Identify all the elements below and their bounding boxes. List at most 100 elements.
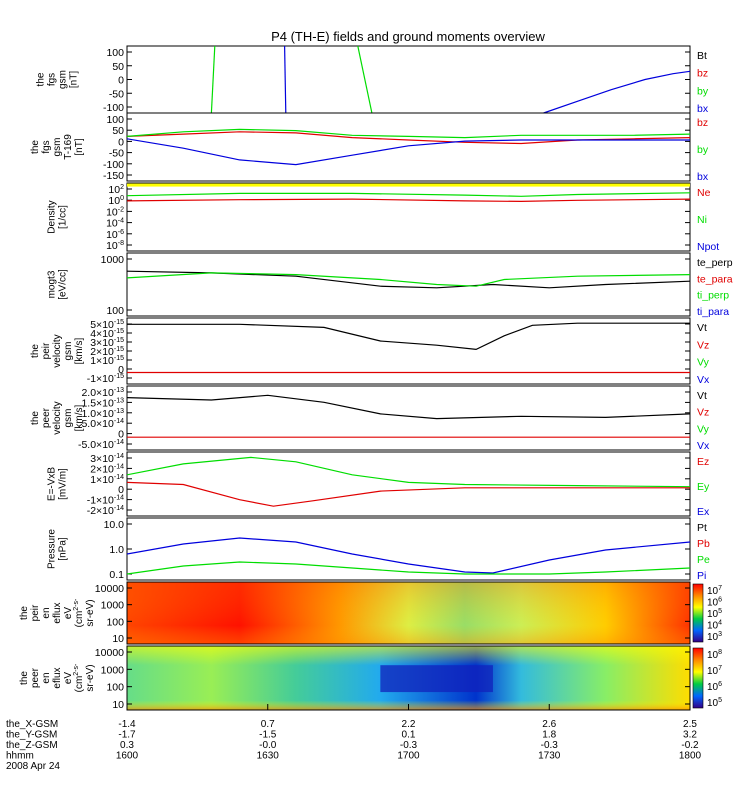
legend-bx: bx	[697, 171, 709, 183]
x-tick-label: 3.2	[683, 730, 697, 741]
y-tick-label: 50	[112, 61, 124, 73]
x-tick-label: -1.4	[118, 719, 136, 730]
y-axis-label: (cm2-s-	[73, 663, 85, 692]
series-ni-line	[126, 192, 691, 197]
y-tick-label: -1×10-14	[87, 495, 124, 507]
series-bx-line	[126, 138, 690, 166]
legend-vy: Vy	[697, 357, 710, 369]
y-tick-label: 5.0×10-14	[81, 418, 124, 430]
y-axis-label: sr-eV)	[85, 599, 96, 626]
series-by-line	[357, 45, 373, 114]
legend-vx: Vx	[697, 440, 710, 452]
legend-by: by	[697, 144, 709, 156]
legend-vx: Vx	[697, 374, 710, 386]
y-tick-label: 1000	[101, 254, 125, 266]
panel-frame	[126, 317, 691, 385]
x-tick-label: -1.5	[259, 730, 277, 741]
y-axis-label: [nT]	[74, 138, 85, 155]
y-axis-label: Density	[47, 200, 58, 233]
y-axis-label: T-169	[63, 134, 74, 160]
y-tick-label: -150	[103, 170, 124, 182]
series-ti-perp-line	[126, 272, 691, 287]
x-row-label: the_X-GSM	[6, 719, 58, 730]
legend-by: by	[697, 85, 709, 97]
legend-te-para: te_para	[697, 273, 733, 285]
series-bz-line	[126, 131, 691, 145]
x-tick-label: 0.3	[120, 740, 134, 751]
y-axis-label: the	[19, 606, 30, 620]
x-tick-label: 0.1	[402, 730, 416, 741]
y-tick-label: 10-6	[106, 229, 124, 241]
y-axis-label: eflux	[52, 602, 63, 623]
x-row-label: the_Z-GSM	[6, 740, 58, 751]
y-axis-label: eV	[63, 672, 74, 685]
y-tick-label: 0	[118, 484, 124, 496]
y-tick-label: 50	[112, 125, 124, 137]
y-axis-label: fgs	[47, 73, 58, 86]
y-tick-label: 10-2	[106, 206, 124, 218]
colorbar-scale	[692, 583, 704, 643]
series-bx-line	[284, 45, 287, 114]
y-axis-label: sr-eV)	[85, 664, 96, 691]
y-tick-label: 1.5×10-13	[81, 397, 124, 409]
chart-title: P4 (TH-E) fields and ground moments over…	[271, 29, 545, 44]
y-axis-label: E=-VxB	[47, 467, 58, 502]
y-tick-label: 102	[108, 184, 124, 196]
x-tick-label: -0.3	[400, 740, 418, 751]
colorbar-tick-label: 105	[707, 697, 722, 709]
series-bx-line	[543, 70, 691, 114]
x-tick-label: 1600	[116, 751, 139, 762]
y-tick-label: 1.0×10-13	[81, 408, 124, 420]
y-tick-label: -5.0×10-14	[78, 439, 124, 451]
panel-frame	[126, 385, 691, 451]
colorbar-tick-label: 108	[707, 649, 722, 661]
colorbar-tick-label: 105	[707, 608, 722, 620]
y-tick-label: -1×10-15	[87, 373, 124, 385]
legend-vz: Vz	[697, 407, 709, 419]
legend-ex: Ex	[697, 506, 710, 518]
panel-frame	[126, 451, 691, 517]
y-axis-label: peer	[30, 667, 41, 688]
y-tick-label: 10-8	[106, 240, 124, 252]
legend-ez: Ez	[697, 456, 709, 468]
y-tick-label: 100	[106, 47, 124, 59]
y-tick-label: 2×10-15	[90, 346, 124, 358]
x-tick-label: -1.7	[118, 730, 136, 741]
colorbar-tick-label: 106	[707, 681, 722, 693]
y-axis-label: velocity	[52, 401, 63, 434]
series-by-line	[210, 45, 216, 114]
panel-7: 3×10-142×10-141×10-140-1×10-14-2×10-14 E=…	[47, 451, 710, 518]
y-axis-label: gsm	[63, 409, 74, 428]
legend-vt: Vt	[697, 322, 707, 334]
legend-pe: Pe	[697, 554, 710, 566]
legend-pt: Pt	[697, 522, 707, 534]
legend-pi: Pi	[697, 570, 706, 582]
colorbar-tick-label: 104	[707, 620, 722, 632]
x-tick-label: 1700	[397, 751, 420, 762]
y-axis-label: the	[30, 344, 41, 358]
series-ne-line	[126, 198, 691, 203]
panel-8: 10.0 1.0 0.1 Pressure [nPa] Pt Pb Pe Pi	[47, 517, 710, 582]
y-axis-label: (cm2-s-	[73, 598, 85, 627]
legend-bz: bz	[697, 117, 708, 129]
series-vt-line	[126, 394, 691, 420]
y-tick-label: 10	[112, 633, 124, 645]
y-tick-label: 1×10-14	[90, 474, 124, 486]
y-tick-label: 3×10-15	[90, 337, 124, 349]
y-axis-label: [nT]	[69, 71, 80, 88]
legend-te-perp: te_perp	[697, 257, 733, 269]
density-band	[127, 183, 690, 187]
legend-vz: Vz	[697, 339, 709, 351]
y-axis-label: peir	[41, 342, 52, 359]
y-tick-label: 100	[106, 682, 124, 694]
y-tick-label: 0	[118, 136, 124, 148]
panel-frame	[126, 182, 691, 252]
x-tick-label: 2.5	[683, 719, 697, 730]
y-tick-label: 4×10-15	[90, 328, 124, 340]
panel-6: 2.0×10-131.5×10-131.0×10-135.0×10-140-5.…	[30, 385, 710, 452]
legend-ni: Ni	[697, 214, 707, 226]
y-tick-label: -100	[103, 102, 124, 114]
